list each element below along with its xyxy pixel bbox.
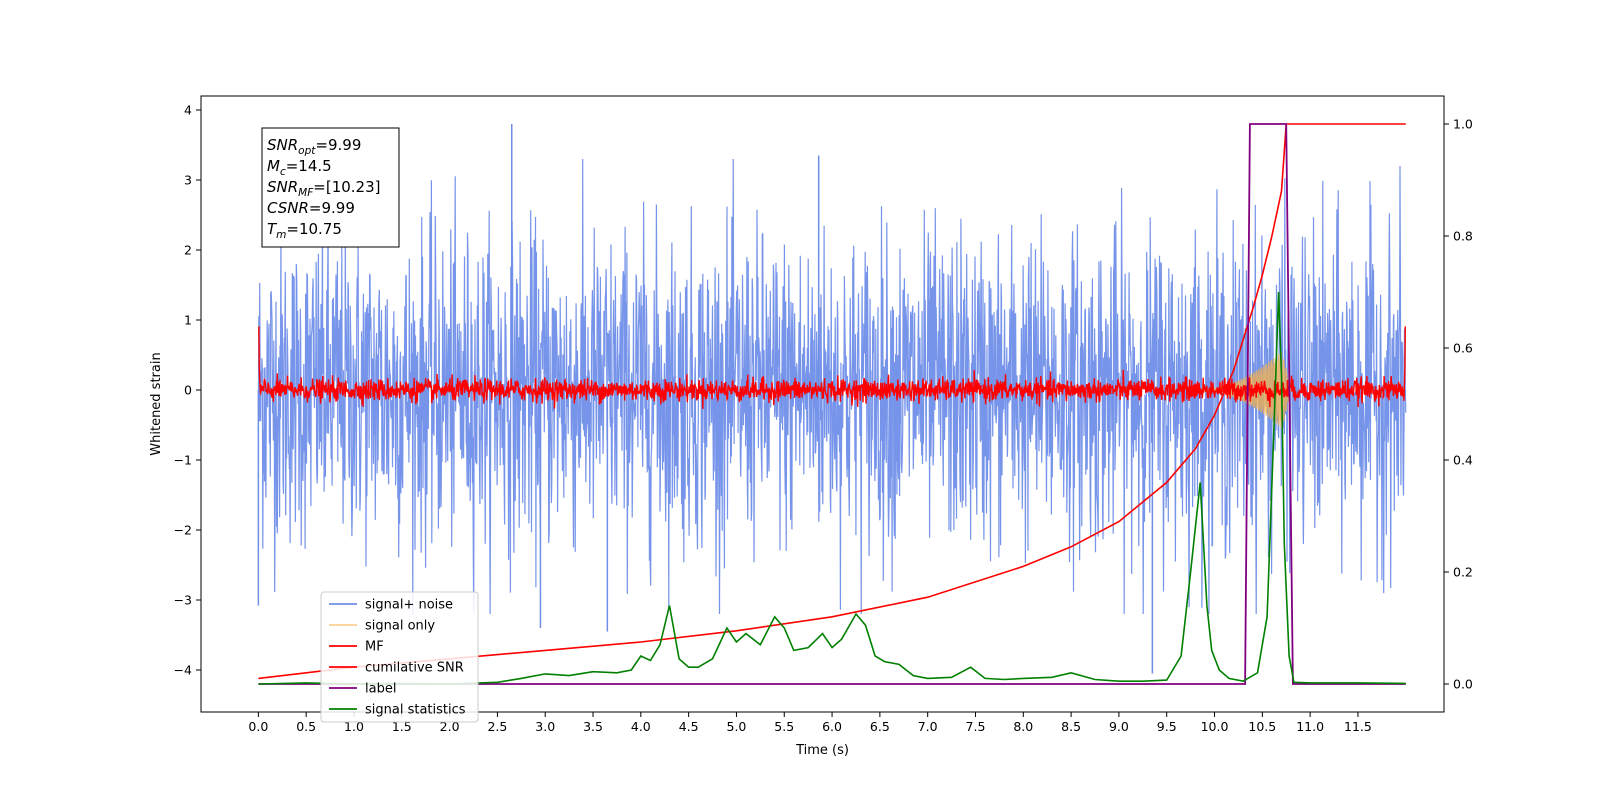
- series-mf-line: [258, 326, 1406, 409]
- x-tick-label: 10.0: [1201, 719, 1229, 734]
- x-tick-label: 4.5: [679, 719, 699, 734]
- series-signal-statistics-line: [258, 291, 1406, 685]
- y2-tick-label: 0.2: [1453, 565, 1473, 580]
- y2-tick-label: 0.6: [1453, 341, 1473, 356]
- y-tick-label: 1: [184, 313, 192, 328]
- y-tick-label: −2: [174, 523, 192, 538]
- snr-annotation-box: SNRopt=9.99Mc=14.5SNRMF=[10.23]CSNR=9.99…: [261, 127, 400, 248]
- x-tick-label: 8.0: [1013, 719, 1033, 734]
- annotation-line: Mc=14.5: [267, 157, 332, 178]
- series-cumulative-snr-line: [258, 123, 1406, 680]
- x-tick-label: 6.5: [870, 719, 890, 734]
- x-axis-label: Time (s): [795, 743, 849, 758]
- y-tick-label: 3: [184, 173, 192, 188]
- x-tick-label: 8.5: [1061, 719, 1081, 734]
- y2-tick-label: 0.0: [1453, 677, 1473, 692]
- x-tick-label: 2.0: [440, 719, 460, 734]
- series-label-line: [258, 123, 1406, 685]
- x-tick-label: 5.5: [774, 719, 794, 734]
- x-tick-label: 3.0: [535, 719, 555, 734]
- x-tick-label: 1.0: [344, 719, 364, 734]
- x-tick-label: 0.0: [248, 719, 268, 734]
- annotation-line: CSNR=9.99: [267, 199, 355, 217]
- y-axis-left: −4 −3 −2 −1 0 1 2 3 4: [174, 103, 201, 678]
- x-tick-label: 9.0: [1109, 719, 1129, 734]
- x-tick-label: 1.5: [392, 719, 412, 734]
- x-tick-label: 0.5: [296, 719, 316, 734]
- x-tick-label: 2.5: [487, 719, 507, 734]
- x-tick-label: 5.0: [727, 719, 747, 734]
- y-tick-label: −1: [174, 453, 192, 468]
- legend: signal+ noise signal only MF cumilative SNR…: [320, 591, 479, 723]
- x-axis: 0.0 0.5 1.0 1.5 2.0 2.5 3.0 3.5 4.0 4.5 5.0 5.5 6.0 6…: [248, 712, 1372, 734]
- x-tick-label: 7.0: [918, 719, 938, 734]
- legend-label: MF: [365, 640, 384, 655]
- y-tick-label: 4: [184, 103, 192, 118]
- x-tick-label: 9.5: [1157, 719, 1177, 734]
- y2-tick-label: 0.4: [1453, 453, 1473, 468]
- annotation-line: SNRMF=[10.23]: [267, 178, 381, 199]
- annotation-frame: [261, 127, 400, 248]
- y-axis-label: Whitened strain: [149, 352, 164, 455]
- annotation-line: SNRopt=9.99: [267, 136, 361, 157]
- legend-frame: [320, 591, 479, 723]
- legend-label: label: [365, 682, 396, 697]
- legend-label: signal statistics: [365, 703, 466, 718]
- y2-tick-label: 1.0: [1453, 117, 1473, 132]
- legend-label: signal only: [365, 619, 435, 634]
- x-tick-label: 4.0: [631, 719, 651, 734]
- x-tick-label: 11.0: [1296, 719, 1324, 734]
- x-tick-label: 11.5: [1344, 719, 1372, 734]
- x-tick-label: 7.5: [966, 719, 986, 734]
- y-tick-label: 2: [184, 243, 192, 258]
- plot-frame: [200, 95, 1445, 713]
- plot-area: [257, 123, 1407, 685]
- y2-tick-label: 0.8: [1453, 229, 1473, 244]
- annotation-line: Tm=10.75: [267, 220, 342, 241]
- x-tick-label: 6.0: [822, 719, 842, 734]
- legend-label: signal+ noise: [365, 598, 453, 613]
- legend-label: cumilative SNR: [365, 661, 464, 676]
- y-tick-label: −3: [174, 593, 192, 608]
- x-tick-label: 10.5: [1248, 719, 1276, 734]
- x-tick-label: 3.5: [583, 719, 603, 734]
- y-tick-label: −4: [174, 663, 192, 678]
- y-tick-label: 0: [184, 383, 192, 398]
- y-axis-right: 0.0 0.2 0.4 0.6 0.8 1.0: [1444, 117, 1473, 692]
